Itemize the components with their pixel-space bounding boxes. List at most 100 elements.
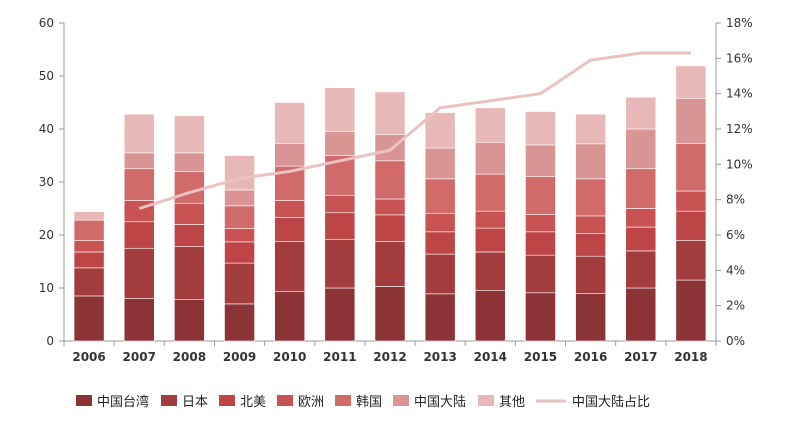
bar-segment	[274, 217, 306, 242]
x-tick-label: 2017	[624, 350, 657, 364]
y2-tick-label: 12%	[726, 122, 753, 136]
y-tick-label: 60	[39, 16, 54, 30]
bar-segment	[575, 233, 606, 257]
y2-tick-label: 4%	[726, 263, 745, 277]
bar-segment	[174, 171, 205, 204]
legend-swatch	[277, 395, 293, 406]
bar-segment	[324, 194, 356, 214]
bar-segment	[525, 292, 556, 342]
bar-segment	[73, 267, 105, 297]
legend-swatch	[219, 395, 235, 406]
bar-segment	[123, 247, 155, 299]
bar-segment	[424, 253, 456, 295]
bar-segment	[525, 214, 556, 233]
bar-segment	[675, 279, 707, 342]
bar-segment	[474, 141, 506, 175]
bar-segment	[123, 168, 155, 201]
bar-segment	[224, 303, 255, 342]
bar-segment	[374, 286, 406, 342]
bar-segment	[424, 147, 456, 180]
x-tick-label: 2018	[674, 350, 707, 364]
bar-segment	[525, 254, 556, 294]
bar-segment	[224, 241, 255, 264]
bar-segment	[374, 214, 406, 242]
y2-tick-label: 0%	[726, 334, 745, 348]
x-tick-label: 2006	[72, 350, 105, 364]
bar-segment	[474, 210, 506, 229]
y2-tick-label: 10%	[726, 157, 753, 171]
bar-segment	[424, 293, 456, 342]
bar-segment	[324, 212, 356, 240]
legend-label: 中国台湾	[97, 394, 149, 410]
bar-segment	[324, 238, 356, 289]
legend-label: 中国大陆	[414, 394, 466, 410]
bar-segment	[324, 87, 356, 132]
x-tick-label: 2011	[323, 350, 356, 364]
y2-tick-label: 14%	[726, 87, 753, 101]
bar-segment	[675, 97, 707, 144]
y-tick-label: 20	[39, 228, 54, 242]
y-tick-label: 0	[46, 334, 54, 348]
bar-segment	[675, 143, 707, 192]
bar-segment	[324, 287, 356, 342]
bar-segment	[224, 228, 255, 243]
x-tick-label: 2008	[173, 350, 206, 364]
bar-segment	[625, 287, 657, 342]
bar-segment	[73, 295, 105, 342]
bar-segment	[625, 128, 657, 170]
bar-segment	[174, 152, 205, 172]
x-tick-label: 2009	[223, 350, 256, 364]
bar-segment	[374, 91, 406, 135]
bar-segment	[575, 292, 606, 342]
y2-tick-label: 2%	[726, 299, 745, 313]
bar-segment	[224, 189, 255, 207]
bar-segment	[675, 240, 707, 281]
y-tick-label: 30	[39, 175, 54, 189]
bar-segment	[123, 113, 155, 154]
bar-segment	[675, 65, 707, 99]
bar-segment	[625, 96, 657, 130]
legend-label: 中国大陆占比	[572, 394, 650, 410]
bar-segment	[575, 143, 606, 180]
bar-segment	[625, 168, 657, 209]
bar-segment	[474, 251, 506, 291]
bar-segment	[474, 227, 506, 253]
bar-segment	[374, 160, 406, 200]
bar-segment	[73, 251, 105, 269]
bar-segment	[575, 255, 606, 294]
legend-swatch	[393, 395, 409, 406]
bar-segment	[625, 226, 657, 252]
bar-segment	[73, 211, 105, 221]
y-tick-label: 50	[39, 69, 54, 83]
legend-label: 欧洲	[298, 395, 324, 410]
x-tick-label: 2015	[524, 350, 557, 364]
line-series	[138, 51, 691, 210]
bar-segment	[374, 198, 406, 216]
x-tick-label: 2013	[423, 350, 456, 364]
bar-segment	[525, 231, 556, 256]
bar-segment	[274, 291, 306, 342]
legend-label: 其他	[499, 395, 525, 410]
y-tick-label: 40	[39, 122, 54, 136]
legend-label: 韩国	[356, 395, 382, 410]
legend-swatch	[335, 395, 351, 406]
bar-segment	[474, 107, 506, 143]
legend-label: 日本	[182, 395, 208, 410]
bar-segment	[174, 202, 205, 225]
bar-segment	[123, 152, 155, 170]
bar-segment	[123, 221, 155, 249]
bar-segment	[224, 155, 255, 191]
bar-segment	[424, 212, 456, 233]
x-tick-label: 2007	[123, 350, 156, 364]
y2-tick-label: 16%	[726, 51, 753, 65]
bar-segment	[525, 176, 556, 215]
x-tick-label: 2012	[373, 350, 406, 364]
bar-segment	[474, 290, 506, 342]
bar-segment	[625, 250, 657, 289]
bar-segment	[424, 178, 456, 214]
bar-segment	[174, 246, 205, 300]
y2-tick-label: 6%	[726, 228, 745, 242]
bar-segment	[274, 241, 306, 293]
